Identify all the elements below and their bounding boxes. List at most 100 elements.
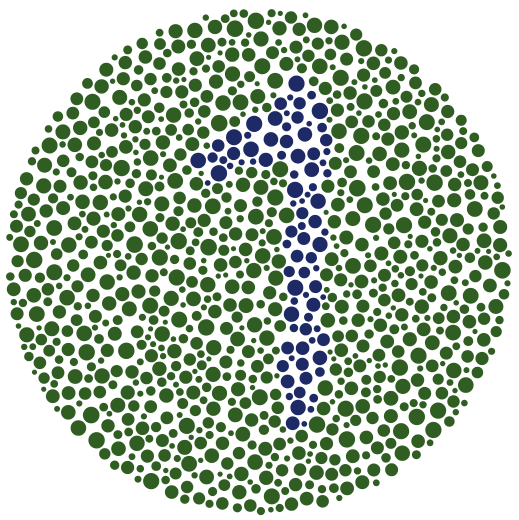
background-dot: [227, 397, 236, 406]
background-dot: [372, 132, 381, 141]
background-dot: [198, 265, 208, 275]
background-dot: [248, 208, 264, 225]
background-dot: [441, 104, 455, 119]
background-dot: [311, 37, 324, 50]
background-dot: [151, 461, 162, 471]
background-dot: [131, 79, 143, 92]
background-dot: [110, 221, 118, 229]
background-dot: [212, 292, 222, 302]
background-dot: [160, 411, 174, 425]
background-dot: [433, 251, 448, 266]
background-dot: [359, 430, 374, 445]
background-dot: [476, 233, 492, 249]
background-dot: [249, 384, 256, 391]
background-dot: [36, 178, 52, 194]
background-dot: [174, 148, 187, 161]
background-dot: [170, 233, 187, 250]
background-dot: [81, 225, 89, 233]
numeral-dot: [293, 386, 306, 399]
background-dot: [184, 108, 194, 118]
background-dot: [326, 97, 334, 104]
background-dot: [230, 246, 237, 252]
numeral-dot: [319, 159, 327, 167]
background-dot: [178, 417, 195, 434]
background-dot: [417, 365, 424, 372]
background-dot: [208, 74, 224, 89]
background-dot: [173, 381, 179, 388]
background-dot: [44, 321, 60, 337]
background-dot: [158, 116, 165, 122]
background-dot: [455, 137, 468, 150]
background-dot: [228, 430, 234, 437]
background-dot: [274, 246, 280, 253]
background-dot: [400, 90, 413, 103]
background-dot: [270, 92, 277, 99]
background-dot: [355, 475, 370, 490]
background-dot: [306, 17, 323, 33]
background-dot: [227, 407, 243, 423]
background-dot: [401, 160, 411, 170]
background-dot: [204, 448, 220, 464]
background-dot: [356, 299, 370, 313]
background-dot: [263, 286, 277, 300]
background-dot: [88, 171, 98, 181]
background-dot: [362, 84, 368, 90]
background-dot: [379, 67, 391, 79]
background-dot: [163, 467, 169, 474]
background-dot: [235, 369, 247, 381]
background-dot: [411, 160, 427, 176]
background-dot: [446, 379, 454, 386]
background-dot: [73, 175, 88, 190]
numeral-dot: [280, 374, 295, 389]
background-dot: [364, 329, 374, 339]
background-dot: [275, 39, 282, 46]
background-dot: [18, 268, 32, 282]
background-dot: [131, 169, 142, 179]
background-dot: [481, 161, 493, 172]
background-dot: [302, 12, 309, 19]
background-dot: [488, 347, 496, 355]
background-dot: [312, 58, 328, 75]
background-dot: [134, 475, 142, 483]
background-dot: [187, 198, 202, 213]
background-dot: [334, 34, 350, 50]
background-dot: [210, 114, 228, 132]
background-dot: [346, 196, 354, 204]
background-dot: [193, 492, 206, 505]
background-dot: [238, 242, 253, 257]
numeral-dot: [263, 132, 279, 147]
background-dot: [194, 436, 207, 450]
background-dot: [168, 269, 185, 286]
background-dot: [462, 223, 474, 235]
background-dot: [278, 207, 295, 224]
background-dot: [188, 434, 194, 440]
background-dot: [241, 345, 255, 359]
background-dot: [158, 344, 165, 352]
background-dot: [331, 123, 347, 139]
background-dot: [398, 173, 416, 191]
background-dot: [456, 252, 463, 259]
background-dot: [415, 234, 429, 248]
background-dot: [205, 430, 214, 440]
background-dot: [252, 106, 259, 113]
numeral-dot: [317, 333, 330, 347]
background-dot: [395, 308, 409, 322]
background-dot: [345, 258, 361, 274]
background-dot: [82, 406, 100, 424]
background-dot: [341, 23, 347, 30]
numeral-dot: [283, 306, 300, 322]
background-dot: [418, 288, 427, 296]
background-dot: [404, 266, 415, 277]
background-dot: [343, 422, 350, 429]
background-dot: [418, 386, 432, 400]
background-dot: [118, 55, 132, 70]
background-dot: [84, 302, 92, 310]
background-dot: [140, 413, 147, 420]
background-dot: [432, 373, 444, 385]
background-dot: [265, 19, 272, 25]
background-dot: [387, 236, 401, 250]
numeral-dot: [297, 127, 313, 142]
background-dot: [277, 10, 283, 16]
background-dot: [432, 312, 445, 325]
background-dot: [88, 432, 105, 449]
